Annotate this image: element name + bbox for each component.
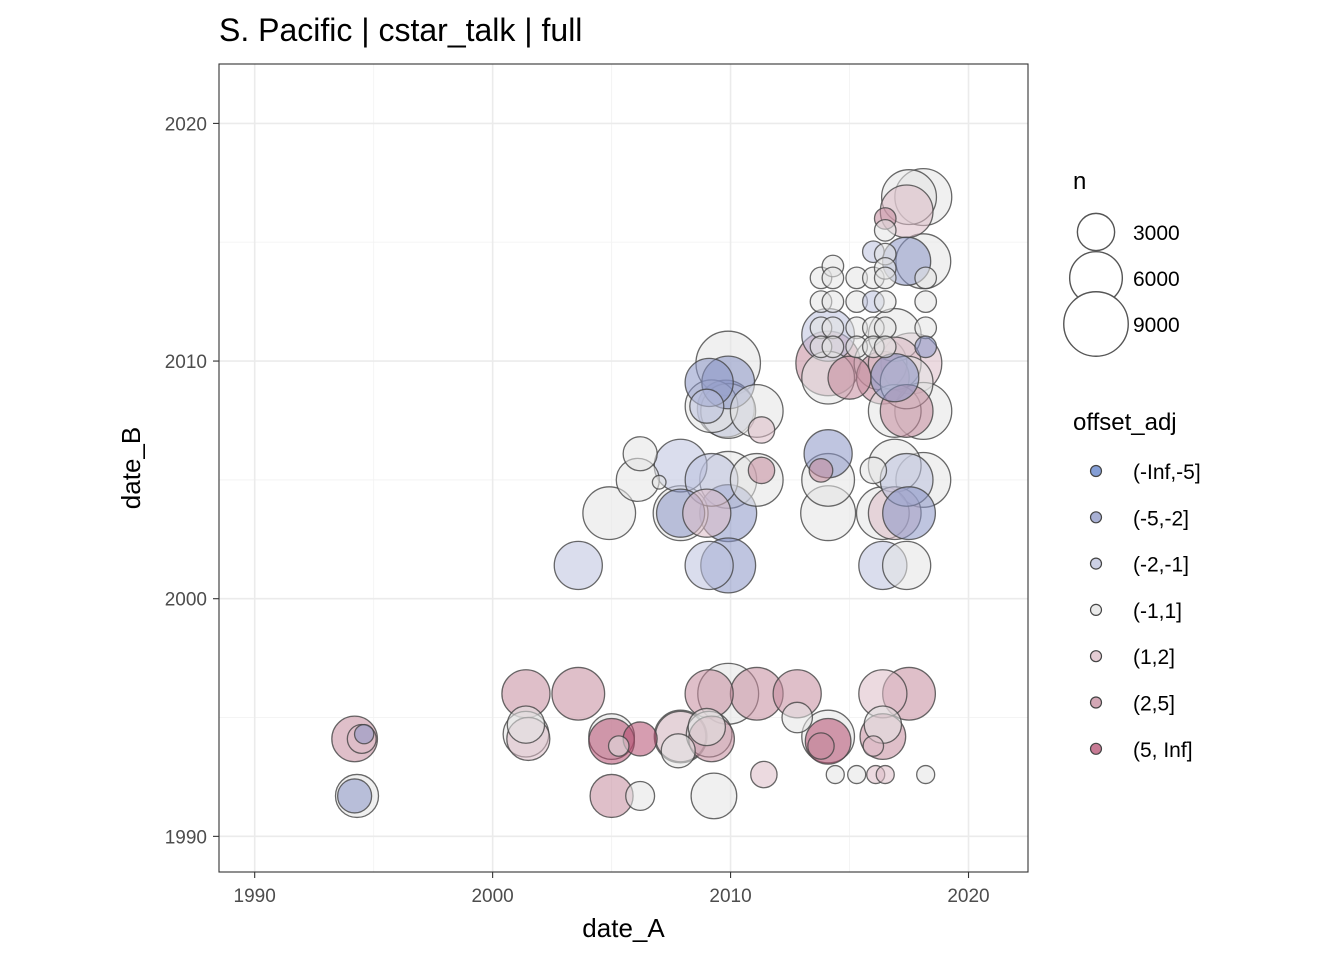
color-legend-key [1089,696,1103,709]
color-legend-label: (1,2] [1133,646,1175,669]
data-point [625,780,656,812]
data-point [821,266,845,290]
y-tick-label: 2000 [165,590,207,611]
data-point [551,666,606,721]
size-legend-label: 9000 [1133,314,1180,337]
data-point [914,316,938,340]
color-legend-key [1089,742,1103,755]
size-legend: n 3000 6000 9000 [1063,168,1180,357]
data-point [821,335,845,359]
x-axis: 1990 2000 2010 2020 [234,872,990,907]
data-point [336,778,373,814]
size-legend-key [1063,291,1129,357]
data-point [651,474,667,490]
data-point [582,486,637,541]
chart-title: S. Pacific | cstar_talk | full [219,12,582,48]
color-legend-label: (-1,1] [1133,600,1182,623]
color-legend-label: (5, Inf] [1133,739,1193,762]
data-point [607,735,630,757]
data-point [682,488,732,538]
data-point [882,486,937,541]
y-axis: 1990 2000 2010 2020 [165,114,219,848]
plot-panel-border [218,63,1029,873]
data-point [859,456,888,485]
data-point [622,436,658,472]
data-point [807,732,835,760]
size-legend-key [1076,212,1116,252]
data-point [781,701,814,734]
color-legend-key [1089,464,1103,478]
data-point [825,764,845,785]
data-point [689,388,725,424]
x-axis-title: date_A [582,913,665,943]
data-point [847,764,867,785]
data-point [506,705,546,744]
y-axis-title: date_B [116,427,146,509]
data-point [690,772,738,820]
data-point [827,355,872,400]
data-point [916,764,936,785]
data-point [881,540,932,591]
color-legend-label: (-5,-2] [1133,507,1189,530]
data-point [808,457,834,483]
data-point [873,335,897,359]
size-legend-label: 3000 [1133,222,1180,245]
x-tick-label: 1990 [234,886,276,907]
color-legend: offset_adj (-Inf,-5] (-5,-2] (-2,-1] (-1,1]… [1073,409,1201,762]
data-point [660,733,696,769]
y-tick-label: 2010 [165,352,207,373]
data-points [331,167,953,820]
data-point [747,456,776,485]
data-point [553,540,603,591]
color-legend-key [1089,603,1103,617]
data-point [747,416,776,444]
color-legend-label: (-2,-1] [1133,554,1189,577]
data-point [873,266,897,290]
size-legend-title: n [1073,168,1086,195]
data-point [821,290,845,314]
data-point [870,353,920,403]
color-legend-key [1089,650,1103,663]
data-point [914,335,938,359]
y-tick-label: 2020 [165,114,207,135]
color-legend-title: offset_adj [1073,409,1177,436]
data-point [873,316,897,340]
color-legend-key [1089,511,1103,524]
y-tick-label: 1990 [165,827,207,848]
data-point [353,723,375,745]
data-point [750,760,778,789]
data-point [875,764,895,785]
data-point [873,218,897,242]
x-tick-label: 2000 [471,886,513,907]
color-legend-label: (2,5] [1133,693,1175,716]
data-point [687,707,727,747]
data-point [914,266,938,290]
x-tick-label: 2010 [709,886,751,907]
data-point [914,290,938,314]
data-point [684,540,734,591]
data-point [821,316,845,340]
size-legend-label: 6000 [1133,268,1180,291]
data-point [862,735,885,757]
color-legend-key [1089,557,1103,570]
color-legend-label: (-Inf,-5] [1133,461,1201,484]
data-point [873,290,897,314]
x-tick-label: 2020 [947,886,989,907]
